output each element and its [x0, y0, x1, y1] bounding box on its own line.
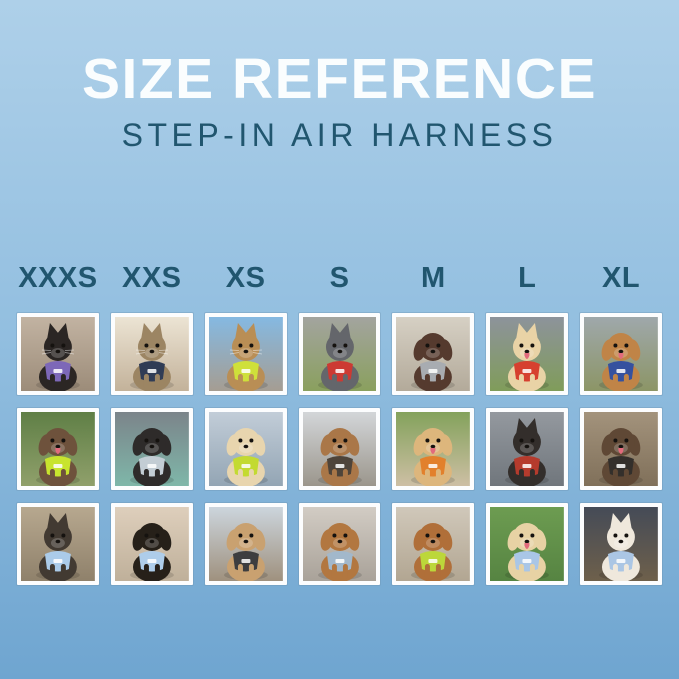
- size-label-s: S: [329, 261, 350, 294]
- photo-xl-row2: [580, 407, 662, 490]
- photo-xs-row1: [204, 312, 287, 395]
- photo-s-row1: [298, 312, 381, 395]
- photo-m-row1: [392, 312, 475, 395]
- photo-xs-row3: [204, 502, 287, 585]
- photo-s-row3: [298, 502, 381, 585]
- photo-m-row3: [392, 502, 475, 585]
- photo-l-row1: [486, 312, 569, 395]
- size-label-xs: XS: [225, 261, 266, 294]
- page-title: SIZE REFERENCE: [81, 47, 598, 111]
- photo-m-row2: [392, 407, 475, 490]
- photo-xs-row2: [204, 407, 287, 490]
- size-label-xxxs: XXXS: [18, 261, 98, 294]
- photo-xxxs-row2: [17, 407, 99, 490]
- size-label-xl: XL: [602, 261, 641, 294]
- photo-s-row2: [298, 407, 381, 490]
- photo-xxs-row3: [110, 502, 193, 585]
- photo-xxs-row1: [110, 312, 193, 395]
- size-label-m: M: [421, 261, 446, 294]
- photo-l-row2: [486, 407, 569, 490]
- size-labels-row: XXXS XXS XS S M L XL: [0, 262, 679, 295]
- page-subtitle: STEP-IN AIR HARNESS: [121, 116, 558, 153]
- header: SIZE REFERENCE STEP-IN AIR HARNESS: [0, 0, 679, 154]
- photo-grid: [0, 312, 679, 585]
- photo-xxs-row2: [110, 407, 193, 490]
- size-label-l: L: [518, 261, 537, 294]
- photo-xxxs-row1: [17, 312, 99, 395]
- photo-xl-row3: [580, 502, 662, 585]
- photo-l-row3: [486, 502, 569, 585]
- photo-xxxs-row3: [17, 502, 99, 585]
- photo-xl-row1: [580, 312, 662, 395]
- size-label-xxs: XXS: [122, 261, 182, 294]
